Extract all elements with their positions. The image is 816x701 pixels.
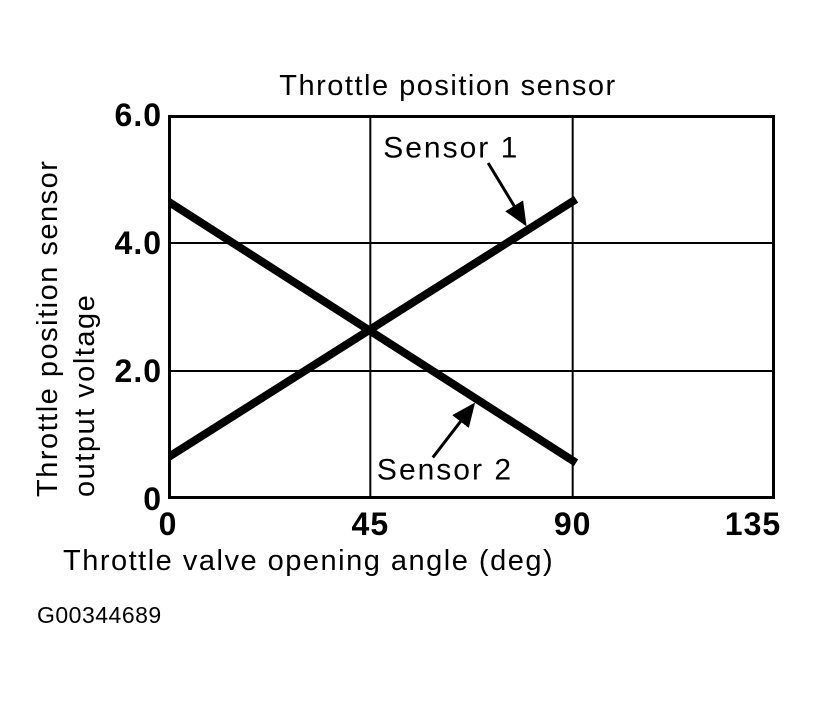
y-axis-label-line-2: output voltage: [69, 293, 101, 497]
series-line-sensor-2: [168, 196, 579, 467]
plot-frame: [168, 115, 775, 499]
plot-area: [168, 115, 775, 499]
figure-code: G00344689: [37, 602, 162, 628]
y-axis-label: Throttle position sensor output voltage: [30, 113, 104, 497]
x-tick-label-0: 0: [158, 506, 178, 542]
y-tick-label-2.0: 2.0: [114, 353, 162, 389]
annotation-label-sensor-2: Sensor 2: [376, 453, 514, 487]
chart-title: Throttle position sensor: [279, 70, 617, 102]
y-axis-label-line-1: Throttle position sensor: [32, 159, 64, 497]
annotation-arrow-sensor-2: [431, 402, 476, 459]
annotation-arrow-sensor-1: [486, 162, 527, 227]
plot-svg: [168, 115, 775, 499]
y-tick-label-0: 0: [143, 481, 162, 517]
y-tick-label-4.0: 4.0: [114, 225, 162, 261]
annotation-label-sensor-1: Sensor 1: [383, 131, 520, 165]
x-axis-label: Throttle valve opening angle (deg): [63, 545, 555, 577]
x-tick-label-90: 90: [553, 506, 592, 542]
x-tick-label-45: 45: [351, 506, 390, 542]
x-tick-label-135: 135: [724, 506, 782, 542]
y-tick-label-6.0: 6.0: [114, 97, 162, 133]
